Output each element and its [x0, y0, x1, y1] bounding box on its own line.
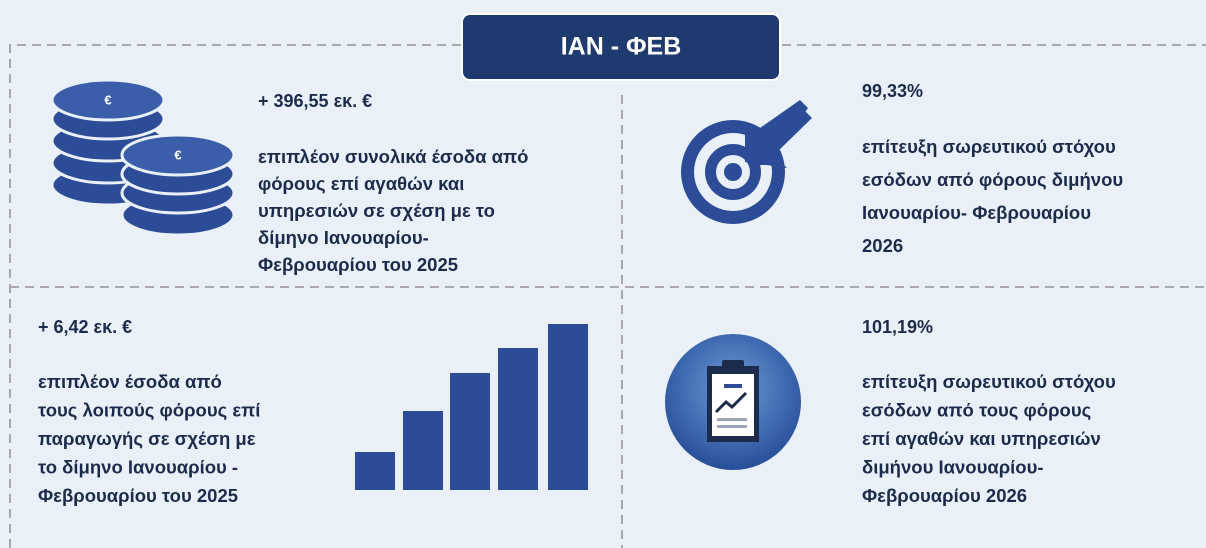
- panel-headline: + 396,55 εκ. €: [258, 91, 372, 111]
- clipboard-icon: [665, 334, 801, 470]
- svg-text:€: €: [174, 147, 181, 162]
- panel-description: επί αγαθών και υπηρεσιών: [862, 428, 1101, 449]
- panel-description: παραγωγής σε σχέση με: [38, 428, 256, 449]
- panel-headline: 99,33%: [862, 81, 923, 101]
- panel-description: επίτευξη σωρευτικού στόχου: [862, 371, 1116, 393]
- panel-description: επιπλέον συνολικά έσοδα από: [258, 146, 528, 167]
- coins-icon: € €: [50, 78, 236, 237]
- bars-icon: [355, 324, 588, 490]
- header-title: ΙΑΝ - ΦΕΒ: [561, 33, 682, 61]
- panel-description: φόρους επί αγαθών και: [258, 173, 464, 194]
- panel-description: το δίμηνο Ιανουαρίου -: [38, 456, 238, 477]
- header: ΙΑΝ - ΦΕΒ: [461, 13, 781, 81]
- svg-text:€: €: [104, 92, 111, 107]
- panel-description: 2026: [862, 235, 903, 256]
- panel-description: επίτευξη σωρευτικού στόχου: [862, 136, 1116, 158]
- target-icon: [681, 100, 812, 224]
- panel-headline: + 6,42 εκ. €: [38, 317, 132, 337]
- panel-headline: 101,19%: [862, 317, 933, 337]
- panel-description: διμήνου Ιανουαρίου-: [862, 456, 1044, 477]
- panel-description: Φεβρουαρίου του 2025: [38, 485, 238, 506]
- panel-description: Ιανουαρίου- Φεβρουαρίου: [862, 202, 1091, 223]
- panel-description: εσόδων από τους φόρους: [862, 399, 1091, 420]
- panel-description: Φεβρουαρίου 2026: [862, 485, 1027, 506]
- panel-description: τους λοιπούς φόρους επί: [38, 399, 260, 420]
- panel-description: επιπλέον έσοδα από: [38, 371, 222, 392]
- panel-description: δίμηνο Ιανουαρίου-: [258, 227, 429, 248]
- panel-description: Φεβρουαρίου του 2025: [258, 254, 458, 275]
- panel-description: υπηρεσιών σε σχέση με το: [258, 200, 495, 221]
- header-box: [461, 13, 781, 81]
- panel-description: εσόδων από φόρους διμήνου: [862, 169, 1123, 190]
- dashed-grid: [9, 44, 1206, 548]
